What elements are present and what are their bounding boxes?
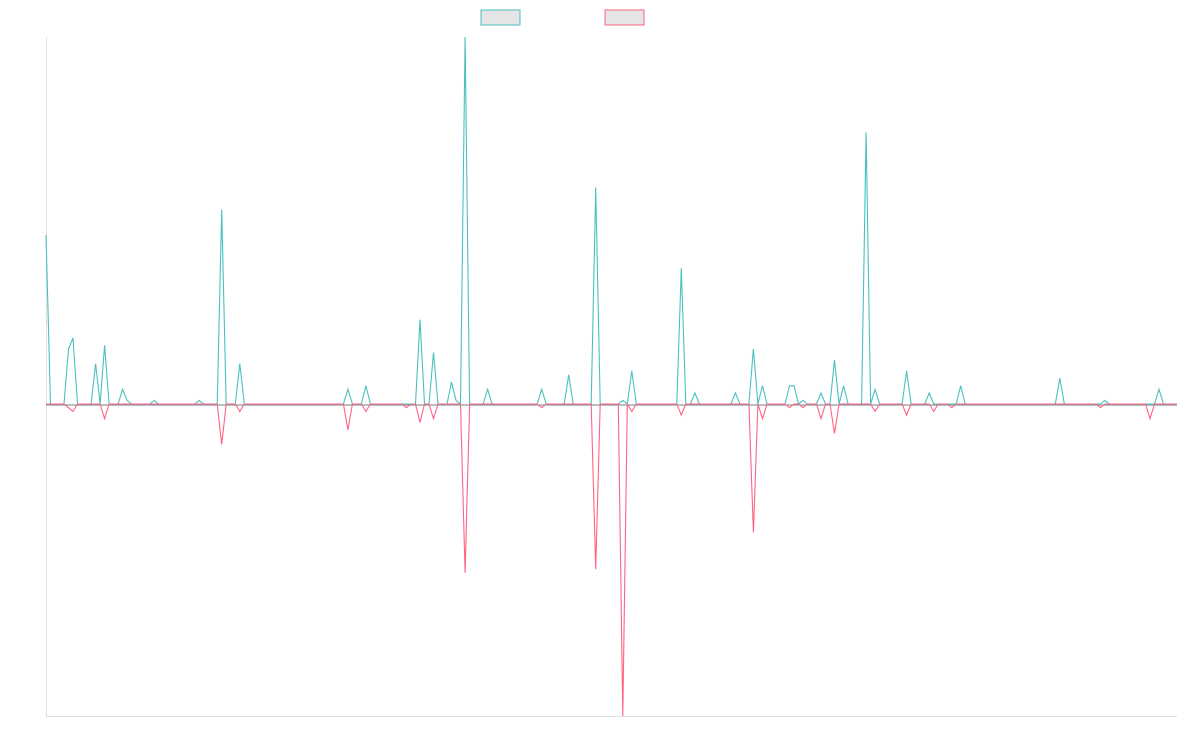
series-group [45,36,1177,717]
legend-swatch-2[interactable] [604,9,645,26]
series-line-2 [46,402,1177,717]
series-line-1 [45,36,1177,406]
legend-swatch-1[interactable] [480,9,521,26]
legend [480,9,645,26]
